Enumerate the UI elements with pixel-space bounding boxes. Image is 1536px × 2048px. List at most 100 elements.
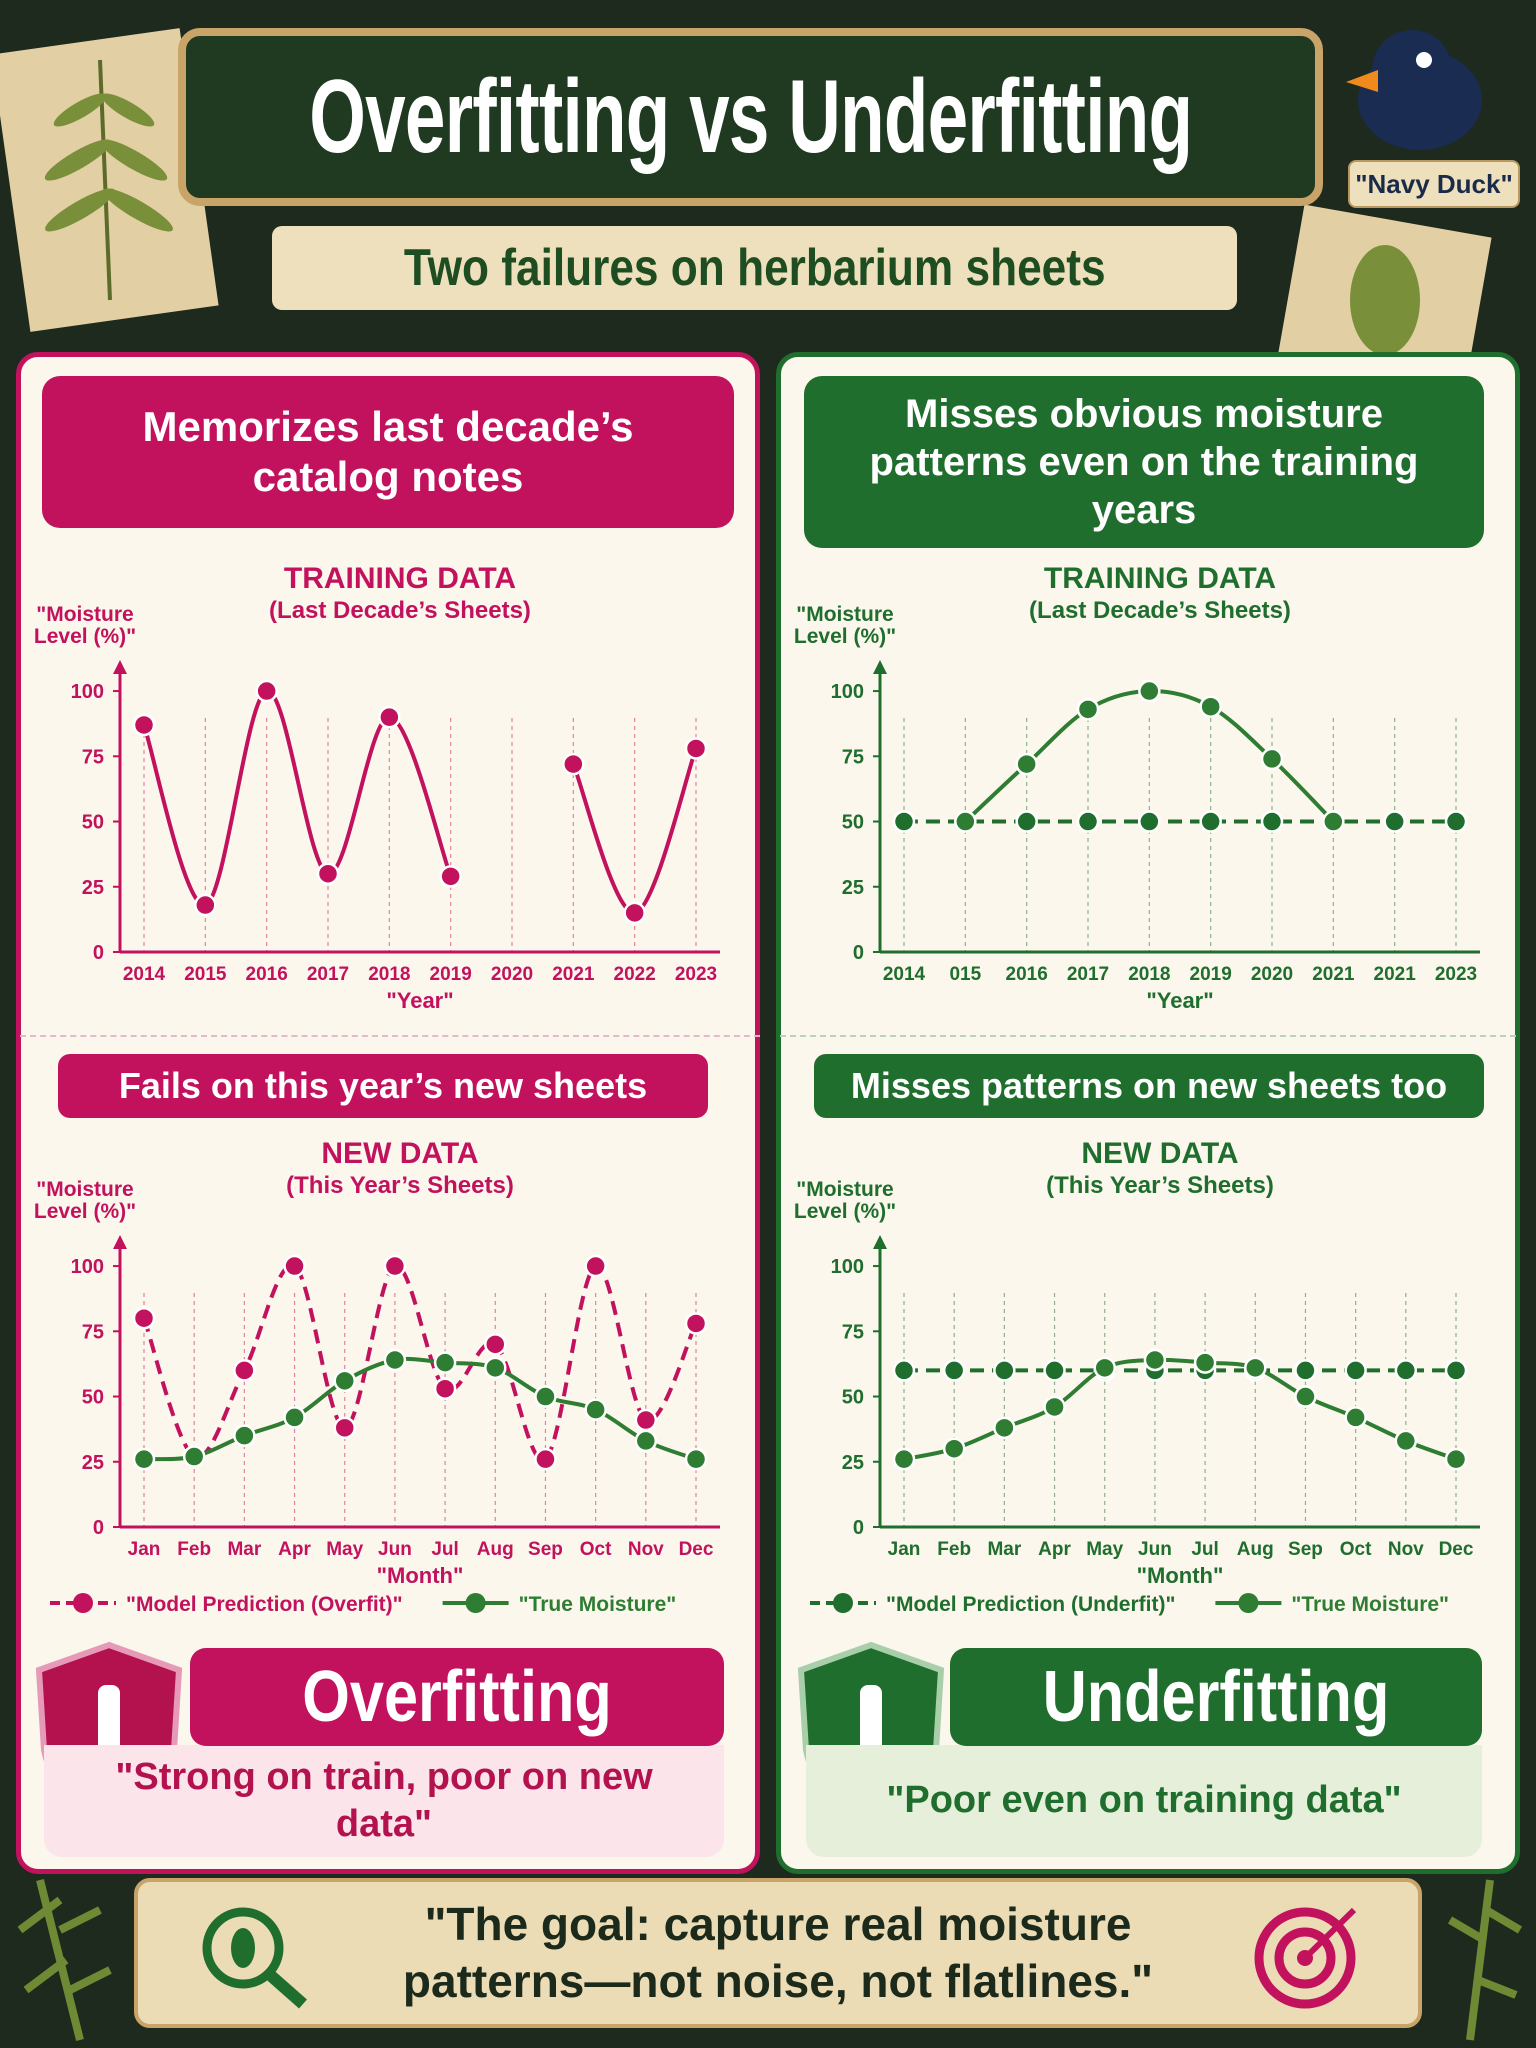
x-tick-label: 2020	[491, 964, 533, 985]
training-caption: Misses obvious moisture patterns even on…	[804, 376, 1484, 548]
data-point	[562, 752, 585, 776]
data-point	[255, 679, 278, 703]
chart-subtitle: (Last Decade’s Sheets)	[269, 597, 531, 624]
chart-subtitle: (Last Decade’s Sheets)	[1029, 597, 1291, 624]
page-subtitle: Two failures on herbarium sheets	[403, 239, 1106, 297]
data-point	[333, 1369, 356, 1393]
verdict: Overfitting	[190, 1648, 724, 1746]
data-point	[1294, 1385, 1317, 1408]
data-point	[1015, 810, 1038, 833]
data-point	[684, 737, 708, 760]
x-tick-label: Jul	[1191, 1539, 1218, 1560]
data-point	[1394, 1429, 1418, 1453]
y-tick-label: 25	[842, 1452, 864, 1474]
data-point	[233, 1424, 256, 1447]
data-point	[1199, 810, 1222, 833]
x-axis-label: "Month"	[1137, 1563, 1224, 1588]
data-point	[584, 1398, 607, 1421]
data-point	[634, 1429, 658, 1453]
chart-svg: TRAINING DATA(Last Decade’s Sheets) 0 25 50…	[71, 562, 720, 1013]
x-tick-label: Aug	[477, 1539, 514, 1560]
verdict-text: Overfitting	[302, 1657, 612, 1737]
data-point	[1076, 698, 1100, 721]
data-point	[283, 1406, 306, 1429]
x-tick-label: Jul	[431, 1539, 458, 1560]
magnifier-icon	[202, 1907, 307, 2009]
x-axis-label: "Month"	[377, 1563, 464, 1588]
data-point	[1138, 679, 1161, 703]
data-point	[1444, 1359, 1468, 1382]
x-tick-label: 2017	[1067, 964, 1109, 985]
fern	[17, 1879, 112, 2041]
data-point	[132, 1447, 156, 1471]
y-axis-arrow	[113, 1235, 127, 1249]
x-tick-label: Nov	[1388, 1539, 1424, 1560]
x-tick-label: 2014	[883, 964, 926, 985]
fern-leaves	[44, 93, 173, 232]
data-point	[233, 1359, 256, 1382]
y-tick-label: 25	[82, 877, 104, 899]
y-tick-label: 0	[93, 942, 104, 964]
chart: NEW DATA (This Year’s Sheets) 0 25 50 75 100 Ja…	[790, 1135, 1510, 1635]
chart-subtitle: (This Year’s Sheets)	[1046, 1172, 1274, 1199]
mascot-label: "Navy Duck"	[1348, 160, 1520, 208]
y-tick-label: 50	[842, 812, 864, 834]
data-point	[1043, 1395, 1066, 1419]
data-point	[892, 810, 916, 833]
y-axis-arrow	[113, 660, 127, 674]
x-tick-label: 2020	[1251, 964, 1293, 985]
data-point	[534, 1385, 557, 1408]
x-tick-label: 2016	[1006, 964, 1048, 985]
data-point	[993, 1416, 1016, 1440]
y-tick-label: 50	[82, 1387, 104, 1409]
data-point	[333, 1416, 356, 1440]
x-tick-label: 2022	[614, 964, 656, 985]
duck-eye	[1416, 52, 1432, 68]
x-tick-label: 2021	[1374, 964, 1417, 985]
legend-marker	[1238, 1593, 1259, 1613]
chart-svg: NEW DATA(This Year’s Sheets) 0 25 50 75 100 Ja…	[810, 1137, 1480, 1616]
data-point	[584, 1254, 607, 1278]
data-point	[684, 1447, 708, 1471]
data-point	[942, 1437, 966, 1460]
verdict-quote: "Poor even on training data"	[806, 1745, 1482, 1857]
leaf	[1350, 245, 1420, 355]
x-tick-label: Jan	[888, 1539, 921, 1560]
series-line	[142, 689, 453, 907]
data-point	[954, 810, 977, 833]
x-tick-label: Sep	[1288, 1539, 1323, 1560]
chart-title: NEW DATA	[1081, 1137, 1238, 1170]
y-tick-label: 100	[71, 681, 104, 703]
x-tick-label: May	[1086, 1539, 1123, 1560]
x-tick-label: Sep	[528, 1539, 563, 1560]
x-axis-label: "Year"	[1146, 988, 1213, 1013]
data-point	[484, 1333, 507, 1356]
x-tick-label: 2016	[246, 964, 288, 985]
x-tick-label: Apr	[1038, 1539, 1071, 1560]
x-tick-label: Jan	[128, 1539, 161, 1560]
data-point	[634, 1408, 658, 1432]
x-tick-label: Oct	[580, 1539, 612, 1560]
chart-svg: NEW DATA(This Year’s Sheets) 0 25 50 75 100 Ja…	[50, 1137, 720, 1616]
x-tick-label: May	[326, 1539, 363, 1560]
data-point	[684, 1312, 708, 1335]
x-tick-label: 2015	[184, 964, 227, 985]
data-point	[1076, 810, 1100, 833]
x-tick-label: 2023	[1435, 964, 1477, 985]
y-tick-label: 75	[82, 746, 104, 768]
legend-marker	[833, 1593, 853, 1613]
data-point	[316, 862, 340, 885]
footer-quote: "The goal: capture real moisture pattern…	[134, 1878, 1422, 2028]
data-point	[1015, 752, 1038, 776]
data-point	[383, 1254, 407, 1278]
data-point	[194, 893, 217, 917]
x-tick-label: 2023	[675, 964, 717, 985]
data-point	[892, 1359, 916, 1382]
data-point	[1260, 747, 1284, 771]
data-point	[892, 1447, 916, 1471]
x-tick-label: Feb	[937, 1539, 971, 1560]
data-point	[1260, 810, 1284, 833]
new-caption: Misses patterns on new sheets too	[814, 1054, 1484, 1118]
